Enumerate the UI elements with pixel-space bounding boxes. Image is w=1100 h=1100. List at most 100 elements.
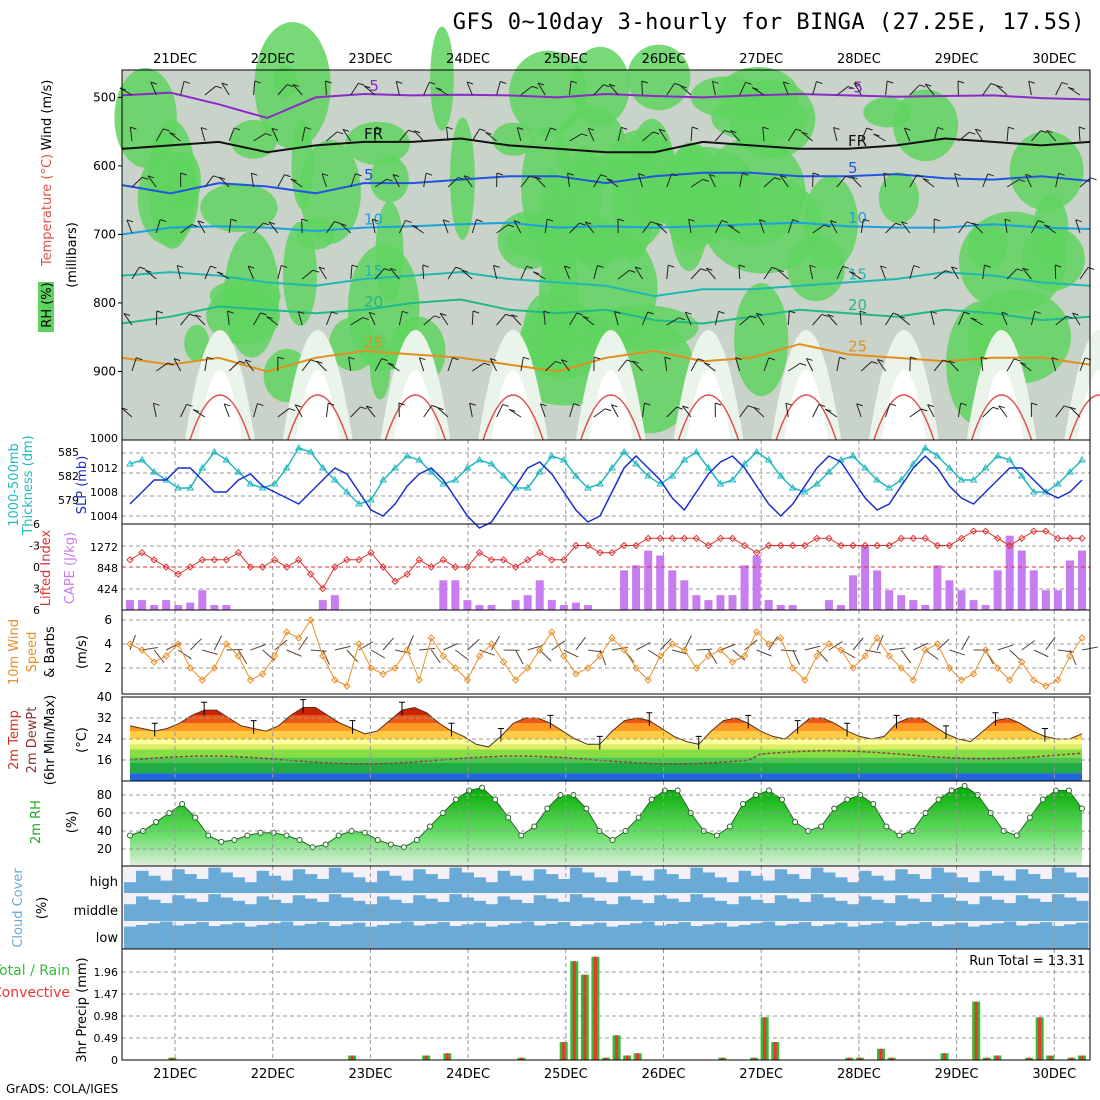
wind-barb [1006, 179, 1020, 188]
wind-barb [180, 81, 185, 96]
cloud-bar [208, 867, 221, 893]
cloud-bar [304, 874, 318, 893]
wind-barb [703, 362, 716, 372]
wind-barb [1040, 130, 1047, 134]
rh-marker [674, 787, 681, 794]
wind-barb [739, 82, 747, 96]
wind-barb [658, 128, 666, 132]
wind-barb [621, 126, 628, 130]
wind-barb [732, 649, 746, 661]
rh-moist-region [345, 121, 410, 165]
wind-barb [617, 269, 630, 280]
rh-moist-region [734, 283, 789, 397]
wind-barb [1079, 357, 1086, 372]
temp-tick-label: 24 [97, 732, 112, 746]
thickness-marker [355, 500, 363, 507]
cape-bar [740, 565, 749, 610]
thickness-marker [547, 452, 556, 459]
wind-barb [877, 359, 884, 363]
wind-marker [644, 676, 652, 684]
wind-barb [787, 219, 794, 234]
cloud-bar [678, 922, 691, 949]
wind-marker [295, 634, 303, 642]
wind-marker [162, 652, 170, 660]
wind-barb [900, 649, 912, 664]
wind-barb [593, 356, 601, 360]
wind-barb [696, 648, 713, 651]
lifted-marker [307, 570, 315, 578]
wind-barb [153, 649, 165, 663]
cloud-bar [196, 922, 209, 949]
lifted-marker [620, 541, 628, 550]
isotherm-warm [580, 394, 642, 441]
cloud-bar [798, 922, 812, 949]
wind-barb [266, 316, 273, 320]
rh-moist-region [627, 44, 691, 111]
lifted-marker [536, 548, 544, 557]
cape-bar [463, 600, 472, 610]
wind-barb [626, 359, 633, 363]
wind-marker [343, 682, 351, 690]
wind-barb [156, 362, 169, 372]
wind-marker [307, 616, 315, 624]
date-label-top: 25DEC [544, 52, 588, 67]
lifted-marker [668, 534, 676, 543]
wind-barb [738, 264, 741, 280]
cloud-bar [449, 867, 462, 893]
wind-barb [1019, 362, 1032, 372]
wind-barb [889, 403, 897, 407]
wind-barb [366, 405, 373, 409]
rh-moist-region [369, 333, 391, 400]
precip-bar-convective [636, 1053, 640, 1060]
lifted-marker [1066, 534, 1074, 543]
lifted-marker [1054, 534, 1062, 543]
isotherm-line [121, 343, 1091, 373]
rh-marker [896, 832, 903, 839]
rh-moist-region [230, 119, 278, 159]
wind-marker [174, 640, 182, 648]
wind-barb [812, 404, 820, 418]
thickness-marker [776, 472, 785, 479]
cloud-bar [401, 903, 414, 921]
date-label-top: 29DEC [935, 52, 979, 67]
wind-barb [804, 645, 821, 651]
wind-barb [298, 636, 309, 651]
wind-barb [828, 641, 843, 651]
wind-barb [351, 264, 359, 268]
wind-marker [222, 640, 231, 648]
lifted-axis-label: Lifted Index [39, 529, 54, 606]
cloud-bar [365, 904, 378, 921]
wind-barb [898, 315, 906, 319]
wind-barb [176, 265, 182, 280]
wind-barb [1069, 406, 1081, 418]
cape-bar [1078, 550, 1086, 610]
wind-barb [355, 173, 362, 177]
cape-bar [909, 600, 918, 610]
wind-barb [224, 403, 231, 407]
cloud-bar [834, 922, 848, 949]
rh-moist-region [508, 50, 588, 137]
cloud-bar [822, 897, 836, 921]
wind-barb [325, 311, 332, 326]
wind-barb [539, 649, 552, 662]
wind-barb [191, 224, 198, 228]
isotherm-label: 20 [364, 293, 383, 311]
lifted-marker [752, 548, 761, 557]
wind-barb [659, 638, 672, 651]
wind-barb [585, 221, 592, 225]
wind-marker [716, 646, 725, 654]
cloud-bar [774, 895, 788, 921]
cloud-bar [690, 926, 703, 949]
cape-bar [330, 595, 339, 610]
wind-barb [200, 127, 206, 142]
wind-barb [668, 264, 675, 268]
lifted-marker [138, 548, 146, 557]
cloud-bar [1039, 922, 1053, 949]
cloud-bar [1003, 880, 1017, 893]
wind-barb [958, 131, 970, 142]
cloud-bar [1039, 901, 1053, 921]
cloud-bar [413, 895, 426, 921]
cloud-bar [1063, 897, 1077, 921]
cloud-bar [883, 880, 896, 893]
cape-bar [632, 565, 641, 610]
